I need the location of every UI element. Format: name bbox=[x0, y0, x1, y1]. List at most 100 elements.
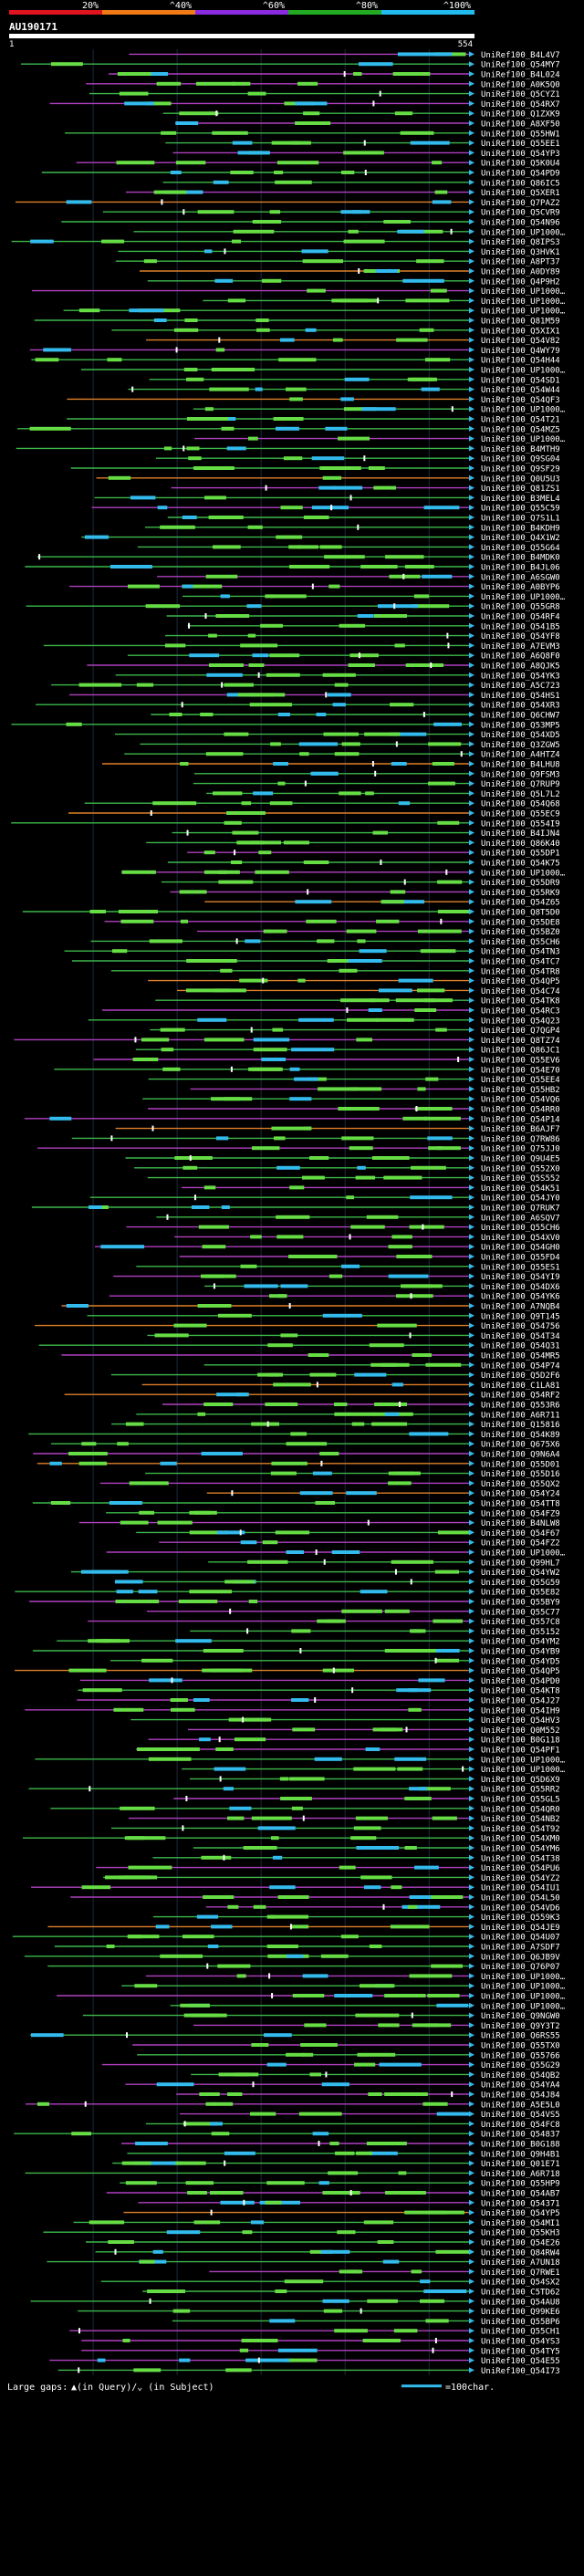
hit-segment bbox=[210, 1668, 253, 1673]
hit-segment bbox=[89, 910, 106, 913]
hit-segment bbox=[297, 81, 318, 86]
gap-marker bbox=[84, 2101, 87, 2107]
hit-segment bbox=[318, 485, 338, 490]
hit-row: UniRef100_Q5S552 bbox=[147, 1174, 560, 1184]
hit-segment bbox=[262, 1540, 278, 1545]
hit-id: UniRef100_Q54HS1 bbox=[481, 692, 560, 701]
hit-row: UniRef100_B4MDK0 bbox=[36, 554, 560, 563]
hit-end-arrow bbox=[469, 850, 474, 856]
gap-marker bbox=[250, 1027, 253, 1033]
hit-id: UniRef100_A8QJK5 bbox=[481, 662, 560, 672]
hit-segment bbox=[247, 91, 266, 96]
gap-marker bbox=[110, 1135, 113, 1142]
hit-segment bbox=[423, 506, 460, 510]
hit-segment bbox=[241, 2339, 278, 2342]
gap-marker bbox=[318, 2141, 320, 2146]
hit-id: UniRef100_B3MEL4 bbox=[481, 495, 560, 504]
hit-row: UniRef100_Q54PF1 bbox=[136, 1747, 560, 1756]
hit-segment bbox=[272, 1855, 283, 1860]
hit-row: UniRef100_Q4WY79 bbox=[29, 347, 560, 356]
hit-segment bbox=[229, 1806, 252, 1810]
hit-id: UniRef100_B4KDH9 bbox=[481, 524, 560, 533]
hit-id: UniRef100_Q55D16 bbox=[481, 1470, 560, 1479]
hit-segment bbox=[319, 545, 342, 549]
hit-segment bbox=[276, 1235, 304, 1239]
hit-row: UniRef100_B4KDH9 bbox=[144, 524, 560, 533]
hit-end-arrow bbox=[469, 554, 474, 560]
hit-segment bbox=[148, 1757, 192, 1761]
hit-id: UniRef100_UP1000… bbox=[481, 1993, 566, 2002]
gap-marker bbox=[243, 2199, 245, 2206]
hit-id: UniRef100_Q15816 bbox=[481, 1421, 560, 1430]
hit-id: UniRef100_B4NLW8 bbox=[481, 1519, 560, 1528]
hit-segment bbox=[434, 1658, 460, 1663]
hit-end-arrow bbox=[469, 1263, 474, 1269]
hit-segment bbox=[203, 870, 227, 874]
hit-end-arrow bbox=[469, 1480, 474, 1486]
hit-id: UniRef100_C1LA81 bbox=[481, 1382, 560, 1391]
hit-row: UniRef100_Q15816 bbox=[111, 1421, 560, 1430]
hit-segment bbox=[244, 1284, 278, 1288]
hit-row: UniRef100_Q86IC5 bbox=[162, 179, 560, 188]
hit-segment bbox=[121, 870, 156, 874]
hit-segment bbox=[186, 377, 204, 381]
hit-end-arrow bbox=[469, 1657, 474, 1663]
hit-segment bbox=[50, 1501, 71, 1505]
gap-marker bbox=[399, 1402, 402, 1407]
hit-segment bbox=[334, 752, 360, 756]
hit-row: UniRef100_Q54MR5 bbox=[61, 1352, 560, 1361]
hit-row: UniRef100_A5E5L0 bbox=[25, 2101, 560, 2110]
hit-segment bbox=[160, 525, 195, 529]
hit-id: UniRef100_Q55BZ0 bbox=[481, 928, 560, 937]
hit-row: UniRef100_Q54IU1 bbox=[31, 1884, 560, 1893]
hit-segment bbox=[323, 732, 359, 736]
hit-row: UniRef100_Q54DX6 bbox=[204, 1283, 560, 1292]
hit-segment bbox=[277, 2348, 318, 2352]
hit-segment bbox=[269, 2319, 296, 2323]
hit-row: UniRef100_Q54E55 bbox=[49, 2357, 560, 2366]
hit-row: UniRef100_Q55GR8 bbox=[26, 603, 560, 612]
hit-id: UniRef100_B4IJN4 bbox=[481, 829, 560, 839]
hit-id: UniRef100_Q54K51 bbox=[481, 1184, 560, 1194]
hit-id: UniRef100_Q54N96 bbox=[481, 219, 560, 228]
hit-end-arrow bbox=[469, 869, 474, 875]
gap-marker bbox=[315, 1549, 318, 1555]
hit-segment bbox=[363, 1885, 381, 1890]
hit-segment bbox=[269, 210, 281, 214]
hit-row: UniRef100_Q55DE8 bbox=[104, 918, 560, 927]
hit-end-arrow bbox=[469, 435, 474, 442]
hit-segment bbox=[408, 1707, 422, 1712]
hit-id: UniRef100_Q54YM6 bbox=[481, 1845, 560, 1854]
hit-segment bbox=[265, 2200, 282, 2205]
hit-id: UniRef100_UP1000… bbox=[481, 1549, 566, 1559]
hit-end-arrow bbox=[469, 1805, 474, 1811]
hit-segment bbox=[223, 1787, 235, 1791]
hit-segment bbox=[308, 1255, 338, 1258]
hit-segment bbox=[180, 919, 189, 923]
hit-row: UniRef100_B4L4V7 bbox=[129, 51, 560, 60]
hit-segment bbox=[325, 426, 348, 431]
hit-segment bbox=[203, 1649, 244, 1653]
hit-segment bbox=[289, 397, 303, 402]
hit-segment bbox=[212, 130, 248, 135]
hit-end-arrow bbox=[469, 642, 474, 649]
hit-end-arrow bbox=[469, 2091, 474, 2097]
hit-end-arrow bbox=[469, 2357, 474, 2363]
hit-id: UniRef100_Q55G29 bbox=[481, 2061, 560, 2070]
hit-segment bbox=[66, 1304, 89, 1308]
hit-row: UniRef100_Q54W44 bbox=[128, 386, 560, 395]
hit-row: UniRef100_Q54PU6 bbox=[96, 1864, 560, 1873]
hit-end-arrow bbox=[469, 544, 474, 550]
hit-segment bbox=[285, 2358, 318, 2362]
query-bar bbox=[9, 34, 474, 38]
hit-end-arrow bbox=[469, 1884, 474, 1891]
hit-segment bbox=[106, 1945, 115, 1948]
hit-segment bbox=[369, 2151, 398, 2155]
hit-segment bbox=[78, 308, 100, 313]
hit-end-arrow bbox=[469, 337, 474, 343]
hit-end-arrow bbox=[469, 367, 474, 372]
hit-row: UniRef100_Q55BZ0 bbox=[197, 928, 560, 937]
hit-row: UniRef100_Q9H4B1 bbox=[127, 2150, 560, 2159]
hit-row: UniRef100_Q54MI1 bbox=[73, 2219, 560, 2228]
hit-segment bbox=[201, 1452, 243, 1455]
